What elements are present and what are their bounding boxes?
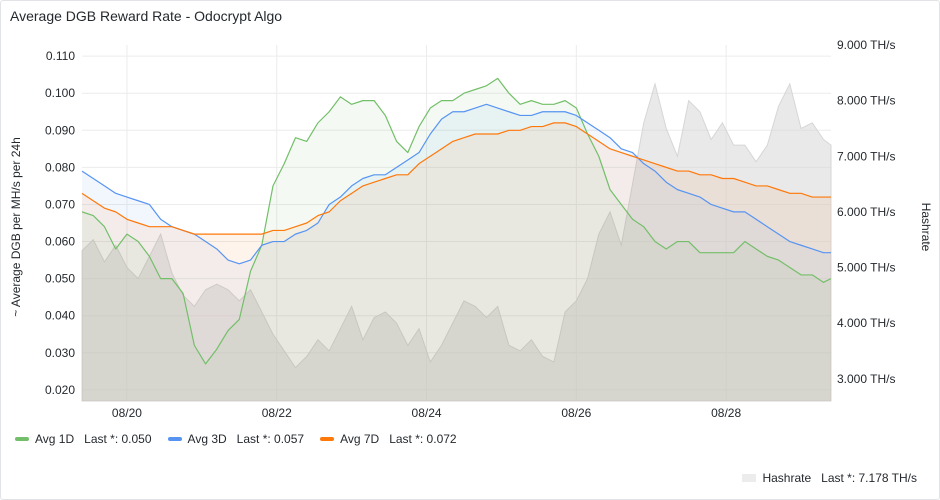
legend-swatch-avg7d [320, 437, 335, 441]
series-line-1[interactable] [81, 103, 831, 265]
legend-swatch-avg3d [167, 437, 182, 441]
left-tick-label: 0.050 [45, 272, 75, 286]
left-axis-label: ~ Average DGB per MH/s per 24h [9, 137, 23, 317]
series-area-1 [82, 104, 831, 401]
left-tick-label: 0.080 [45, 160, 75, 174]
left-tick-label: 0.060 [45, 235, 75, 249]
legend-label-avg1d: Avg 1D [35, 432, 75, 446]
legend: Avg 1D Last *: 0.050 Avg 3D Last *: 0.05… [15, 432, 457, 446]
x-tick-label: 08/22 [262, 406, 292, 420]
left-axis-ticks: 0.020 0.030 0.040 0.050 0.060 0.070 0.080 0.090… [45, 49, 75, 397]
x-tick-label: 08/24 [412, 406, 442, 420]
left-tick-label: 0.090 [45, 123, 75, 137]
legend-last-avg1d: Last *: 0.050 [84, 432, 152, 446]
x-tick-label: 08/28 [711, 406, 741, 420]
legend-last-hashrate: Last *: 7.178 TH/s [821, 471, 917, 485]
legend-item-avg7d[interactable]: Avg 7D Last *: 0.072 [320, 432, 457, 446]
legend-swatch-avg1d [15, 437, 29, 441]
left-tick-label: 0.020 [45, 383, 75, 397]
series-areas [81, 78, 832, 402]
right-tick-label: 9.000 TH/s [837, 38, 895, 52]
right-tick-label: 7.000 TH/s [837, 149, 895, 163]
series-area-2 [82, 122, 831, 401]
legend-label-avg3d: Avg 3D [187, 432, 227, 446]
legend-item-avg3d[interactable]: Avg 3D Last *: 0.057 [167, 432, 305, 446]
right-tick-label: 3.000 TH/s [837, 372, 895, 386]
series-line-0[interactable] [81, 77, 832, 365]
right-tick-label: 6.000 TH/s [837, 205, 895, 219]
x-tick-label: 08/26 [561, 406, 591, 420]
legend-last-avg3d: Last *: 0.057 [236, 432, 305, 446]
left-tick-label: 0.040 [45, 309, 75, 323]
panel-title[interactable]: Average DGB Reward Rate - Odocrypt Algo [10, 8, 283, 24]
left-tick-label: 0.070 [45, 197, 75, 211]
legend-label-hashrate: Hashrate [762, 471, 812, 485]
right-tick-label: 8.000 TH/s [837, 94, 895, 108]
legend-last-avg7d: Last *: 0.072 [389, 432, 457, 446]
left-tick-label: 0.100 [45, 86, 75, 100]
series-area-0 [82, 78, 831, 401]
right-tick-label: 4.000 TH/s [837, 316, 895, 330]
legend-label-avg7d: Avg 7D [340, 432, 380, 446]
x-tick-label: 08/20 [112, 406, 142, 420]
legend-item-hashrate[interactable]: Hashrate Last *: 7.178 TH/s [742, 471, 917, 485]
legend-swatch-hashrate [742, 474, 757, 482]
left-tick-label: 0.110 [46, 49, 75, 63]
reward-rate-chart: 0.020 0.030 0.040 0.050 0.060 0.070 0.080 0.090… [9, 38, 933, 420]
series-lines [81, 77, 832, 365]
left-tick-label: 0.030 [45, 346, 75, 360]
legend-item-avg1d[interactable]: Avg 1D Last *: 0.050 [15, 432, 152, 446]
right-axis-label: Hashrate [919, 203, 933, 252]
right-axis-ticks: 3.000 TH/s 4.000 TH/s 5.000 TH/s 6.000 TH/s… [837, 38, 895, 386]
series-line-2[interactable] [81, 122, 831, 235]
x-axis-ticks: 08/20 08/22 08/24 08/26 08/28 [112, 406, 742, 420]
right-tick-label: 5.000 TH/s [837, 261, 895, 275]
